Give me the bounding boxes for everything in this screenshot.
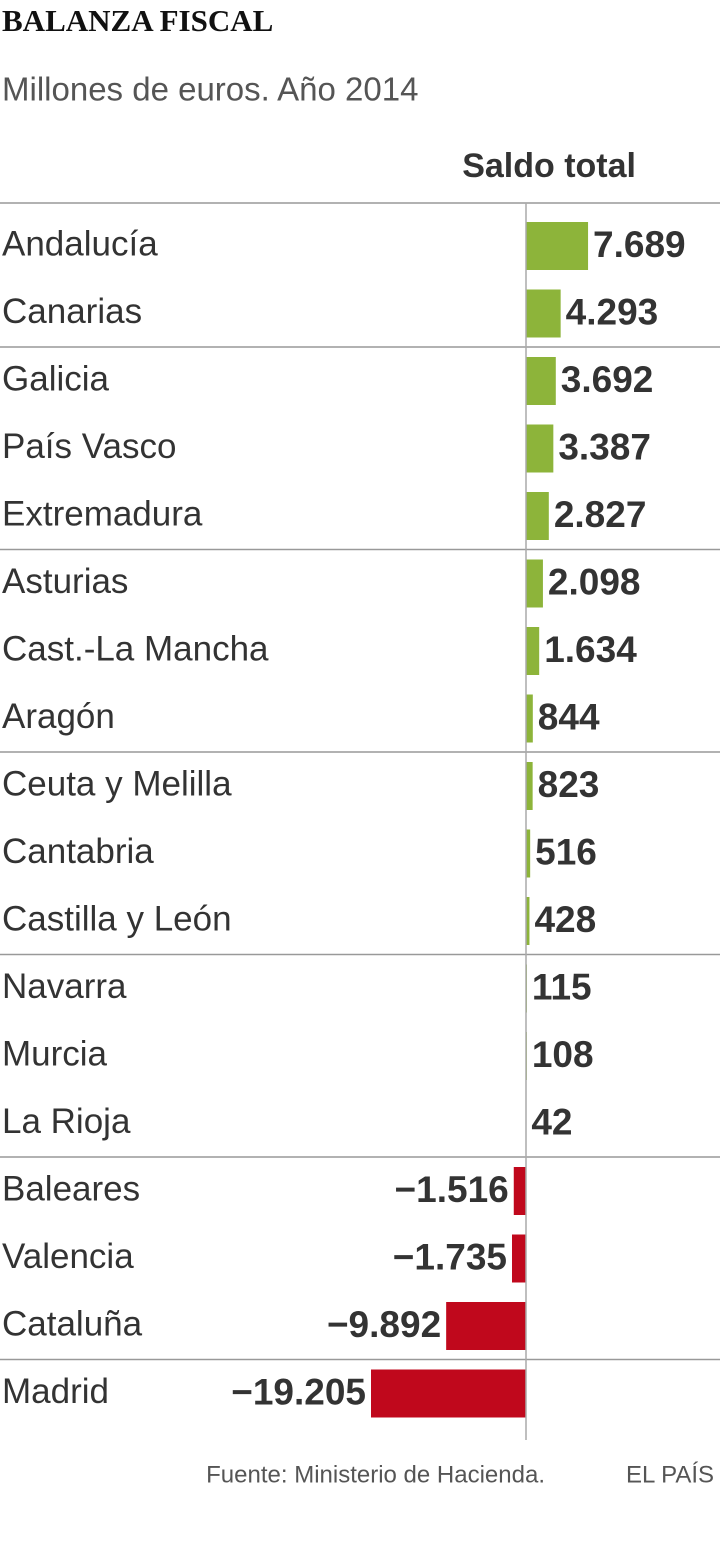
value-label: 108 (532, 1034, 594, 1075)
bar (526, 289, 561, 338)
category-label: Baleares (2, 1169, 140, 1208)
bar (526, 357, 556, 405)
category-label: Madrid (2, 1372, 109, 1411)
category-label: Cataluña (2, 1304, 143, 1343)
value-label: −1.735 (393, 1236, 507, 1277)
value-label: −9.892 (327, 1304, 441, 1345)
value-label: 115 (532, 966, 592, 1007)
value-label: 2.098 (548, 561, 641, 602)
bar (513, 1167, 526, 1215)
category-label: Galicia (2, 359, 110, 398)
value-label: 4.293 (566, 291, 659, 332)
bar (511, 1234, 526, 1283)
source: Fuente: Ministerio de Hacienda. (206, 1461, 545, 1488)
bar (526, 694, 533, 743)
value-label: 823 (538, 764, 600, 805)
value-label: −19.205 (231, 1371, 366, 1412)
category-label: Aragón (2, 697, 115, 736)
category-label: Murcia (2, 1034, 108, 1073)
value-label: 844 (538, 696, 600, 737)
category-label: País Vasco (2, 427, 176, 466)
category-label: Ceuta y Melilla (2, 764, 232, 803)
bar (526, 492, 549, 540)
bar (526, 829, 531, 878)
value-header: Saldo total (462, 147, 636, 185)
value-label: 42 (531, 1101, 572, 1142)
category-label: Cantabria (2, 832, 154, 871)
chart-title: BALANZA FISCAL (2, 3, 273, 38)
value-label: 1.634 (544, 629, 637, 670)
category-label: Navarra (2, 967, 127, 1006)
category-label: Extremadura (2, 494, 203, 533)
bar (526, 897, 530, 945)
value-label: 2.827 (554, 494, 647, 535)
bar (526, 424, 554, 473)
bar (446, 1302, 526, 1350)
category-label: Asturias (2, 562, 128, 601)
chart-subtitle: Millones de euros. Año 2014 (2, 71, 418, 108)
bar (526, 762, 533, 810)
category-label: Canarias (2, 292, 142, 331)
value-label: −1.516 (395, 1169, 509, 1210)
value-label: 7.689 (593, 224, 686, 265)
category-label: Cast.-La Mancha (2, 629, 269, 668)
credit: EL PAÍS (626, 1461, 714, 1488)
bar (371, 1369, 526, 1418)
category-label: Valencia (2, 1237, 134, 1276)
value-label: 516 (535, 831, 597, 872)
bar (526, 222, 589, 270)
category-label: Castilla y León (2, 899, 232, 938)
category-label: Andalucía (2, 224, 158, 263)
category-label: La Rioja (2, 1102, 131, 1141)
bar (526, 559, 543, 608)
bar (526, 627, 540, 675)
value-label: 3.692 (561, 359, 654, 400)
value-label: 428 (534, 899, 596, 940)
value-label: 3.387 (558, 426, 651, 467)
